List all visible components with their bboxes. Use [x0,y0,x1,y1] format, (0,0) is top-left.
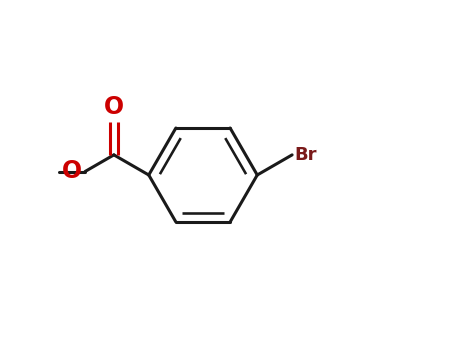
Text: O: O [62,159,82,183]
Text: Br: Br [294,146,317,164]
Text: O: O [104,95,124,119]
